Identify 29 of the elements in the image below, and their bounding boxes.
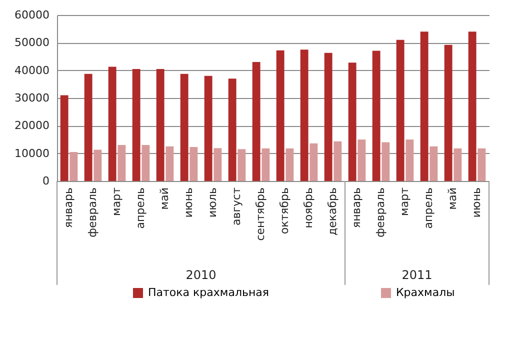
x-tick-label: июнь xyxy=(470,188,483,218)
y-tick-label: 20000 xyxy=(14,119,50,132)
y-tick-label: 40000 xyxy=(14,64,50,77)
x-tick-label: апрель xyxy=(422,188,435,229)
x-tick-label: март xyxy=(398,186,411,216)
y-tick-label: 50000 xyxy=(14,36,50,50)
x-tick-label: июнь xyxy=(182,188,195,218)
y-tick-label: 0 xyxy=(42,174,50,188)
text: 2011 xyxy=(402,268,432,282)
x-tick-label: октябрь xyxy=(278,188,291,234)
x-tick-label: май xyxy=(158,188,171,210)
y-tick-label: 60000 xyxy=(14,8,50,22)
legend-label: Крахмалы xyxy=(396,286,455,299)
x-tick-label: май xyxy=(446,188,459,210)
x-tick-label: февраль xyxy=(374,188,387,238)
x-tick-label: февраль xyxy=(86,188,99,238)
legend-label: Патока крахмальная xyxy=(148,286,270,299)
x-tick-label: август xyxy=(230,186,243,226)
y-tick-label: 10000 xyxy=(14,146,50,160)
text: 2010 xyxy=(186,268,216,282)
x-tick-label: январь xyxy=(350,188,363,228)
x-tick-label: апрель xyxy=(134,188,147,229)
y-tick-label: 30000 xyxy=(14,92,50,104)
x-tick-label: январь xyxy=(62,188,75,228)
x-tick-label: декабрь xyxy=(326,188,339,236)
x-tick-label: июль xyxy=(206,188,219,218)
x-tick-label: сентябрь xyxy=(254,188,267,241)
x-tick-label: март xyxy=(110,186,123,216)
x-tick-label: ноябрь xyxy=(302,188,315,228)
